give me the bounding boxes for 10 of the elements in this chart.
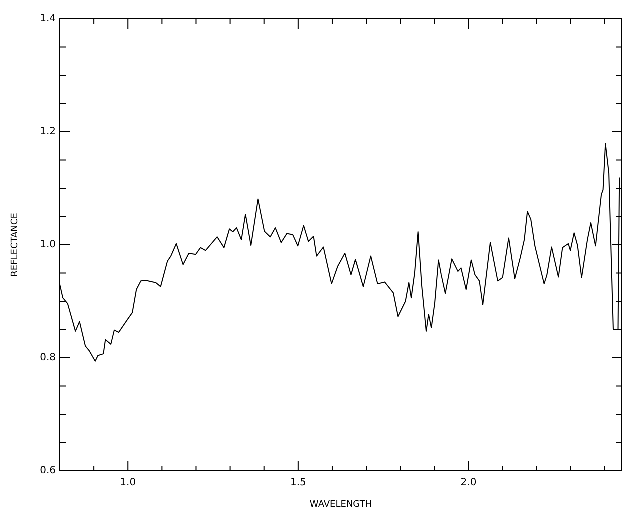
x-tick-label: 1.5 [290,478,306,489]
x-tick-label: 2.0 [460,478,477,489]
x-axis-title: WAVELENGTH [310,500,372,510]
y-tick-label: 0.8 [40,352,56,364]
y-tick-label: 1.0 [40,240,56,251]
y-axis-title: REFLECTANCE [10,212,21,277]
y-tick-label: 1.2 [40,126,56,138]
x-tick-label: 1.0 [120,478,136,489]
y-tick-label: 1.4 [40,14,56,25]
y-tick-label: 0.6 [40,466,56,477]
